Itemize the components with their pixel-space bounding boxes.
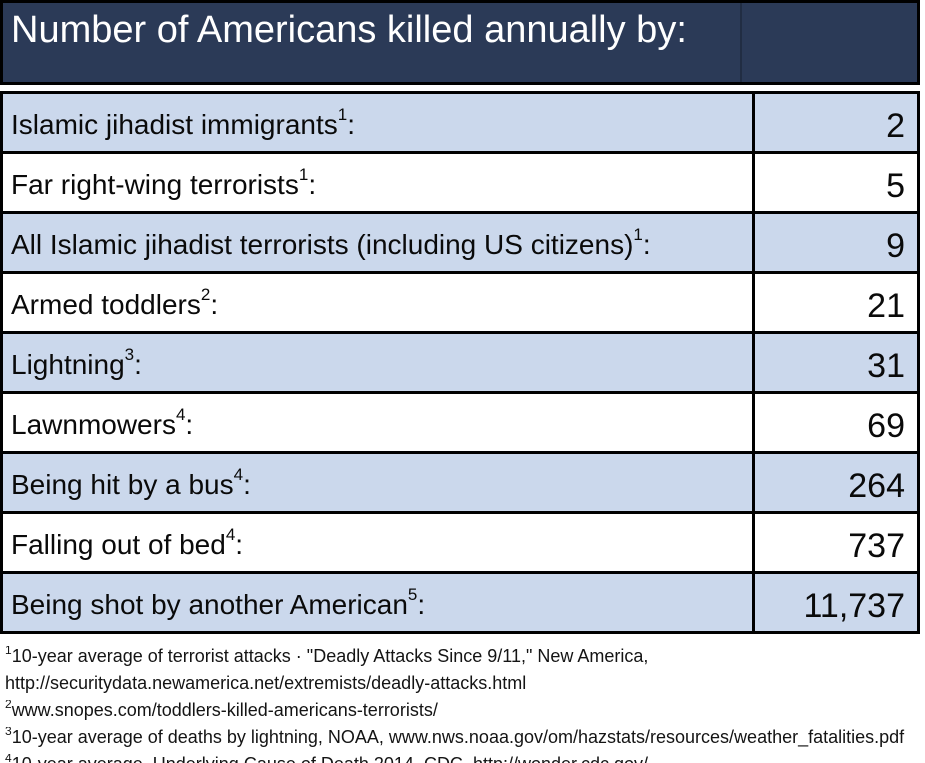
title-bar: Number of Americans killed annually by:	[0, 0, 920, 85]
row-value-cell: 21	[752, 271, 920, 334]
footnote-ref: 1	[337, 105, 348, 125]
row-value: 69	[867, 407, 905, 445]
table-row: Lawnmowers4: 69	[0, 391, 920, 454]
table-row: Falling out of bed4: 737	[0, 511, 920, 574]
row-value-cell: 31	[752, 331, 920, 394]
row-label-colon: :	[417, 588, 426, 620]
row-value: 9	[886, 227, 905, 265]
row-label-colon: :	[210, 288, 219, 320]
footnote-ref: 2	[200, 285, 211, 305]
row-label-colon: :	[308, 168, 317, 200]
row-value-cell: 264	[752, 451, 920, 514]
table-row: Islamic jihadist immigrants1: 2	[0, 91, 920, 154]
row-label: Lawnmowers	[11, 408, 176, 440]
row-value: 5	[886, 167, 905, 205]
row-label-colon: :	[235, 528, 244, 560]
footnote-text: 10-year average, Underlying Cause of Dea…	[12, 754, 648, 763]
row-label-cell: Lawnmowers4:	[0, 391, 755, 454]
table-row: Lightning3: 31	[0, 331, 920, 394]
footnote-marker: 1	[5, 646, 12, 657]
footnote-ref: 1	[298, 165, 309, 185]
footnote-ref: 3	[124, 345, 135, 365]
causes-of-death-table: Islamic jihadist immigrants1: 2 Far righ…	[0, 91, 920, 634]
row-value-cell: 2	[752, 91, 920, 154]
row-label-cell: All Islamic jihadist terrorists (includi…	[0, 211, 755, 274]
row-value: 31	[867, 347, 905, 385]
row-value: 2	[886, 107, 905, 145]
table-row: Being hit by a bus4: 264	[0, 451, 920, 514]
footnote-1-line-1: 110-year average of terrorist attacks · …	[5, 646, 925, 666]
footnote-marker: 4	[5, 754, 12, 763]
row-label: Being hit by a bus	[11, 468, 234, 500]
row-label-colon: :	[243, 468, 251, 500]
table-row: Being shot by another American5: 11,737	[0, 571, 920, 634]
page-title: Number of Americans killed annually by:	[11, 9, 687, 51]
row-value: 737	[848, 527, 905, 565]
row-label: All Islamic jihadist terrorists (includi…	[11, 228, 634, 260]
footnote-text: www.snopes.com/toddlers-killed-americans…	[11, 700, 438, 720]
row-label-colon: :	[185, 408, 194, 440]
table-row: Far right-wing terrorists1: 5	[0, 151, 920, 214]
row-label-cell: Being hit by a bus4:	[0, 451, 755, 514]
table-row: Armed toddlers2: 21	[0, 271, 920, 334]
footnote-1-line-2: http://securitydata.newamerica.net/extre…	[5, 673, 925, 693]
footnotes-section: 110-year average of terrorist attacks · …	[0, 634, 925, 763]
row-label-cell: Armed toddlers2:	[0, 271, 755, 334]
row-label-cell: Falling out of bed4:	[0, 511, 755, 574]
row-label: Falling out of bed	[11, 528, 226, 560]
row-value-cell: 11,737	[752, 571, 920, 634]
footnote-text: 10-year average of terrorist attacks · "…	[11, 646, 649, 666]
row-value: 11,737	[803, 587, 905, 625]
row-label: Far right-wing terrorists	[11, 168, 299, 200]
row-label-colon: :	[642, 228, 651, 260]
footnote-marker: 3	[5, 727, 12, 738]
row-label-cell: Far right-wing terrorists1:	[0, 151, 755, 214]
title-column-divider-line	[740, 3, 742, 82]
footnote-ref: 4	[175, 405, 186, 425]
row-label-colon: :	[134, 348, 142, 380]
footnote-ref: 4	[225, 525, 236, 545]
footnote-marker: 2	[5, 700, 12, 711]
footnote-4: 410-year average, Underlying Cause of De…	[5, 754, 925, 763]
row-label-colon: :	[347, 108, 355, 140]
row-value-cell: 9	[752, 211, 920, 274]
row-label-cell: Being shot by another American5:	[0, 571, 755, 634]
row-label: Being shot by another American	[11, 588, 408, 620]
table-row: All Islamic jihadist terrorists (includi…	[0, 211, 920, 274]
row-value-cell: 737	[752, 511, 920, 574]
row-label-cell: Islamic jihadist immigrants1:	[0, 91, 755, 154]
row-label-cell: Lightning3:	[0, 331, 755, 394]
row-value-cell: 69	[752, 391, 920, 454]
row-label: Lightning	[11, 348, 125, 380]
row-value: 264	[848, 467, 905, 505]
row-label: Armed toddlers	[11, 288, 201, 320]
footnote-url: http://securitydata.newamerica.net/extre…	[5, 673, 527, 693]
row-value: 21	[867, 287, 905, 325]
footnote-ref: 5	[407, 585, 418, 605]
footnote-3: 310-year average of deaths by lightning,…	[5, 727, 925, 747]
footnote-ref: 4	[233, 465, 244, 485]
row-label: Islamic jihadist immigrants	[11, 108, 338, 140]
footnote-text: 10-year average of deaths by lightning, …	[11, 727, 905, 747]
footnote-ref: 1	[633, 225, 643, 245]
row-value-cell: 5	[752, 151, 920, 214]
footnote-2: 2www.snopes.com/toddlers-killed-american…	[5, 700, 925, 720]
